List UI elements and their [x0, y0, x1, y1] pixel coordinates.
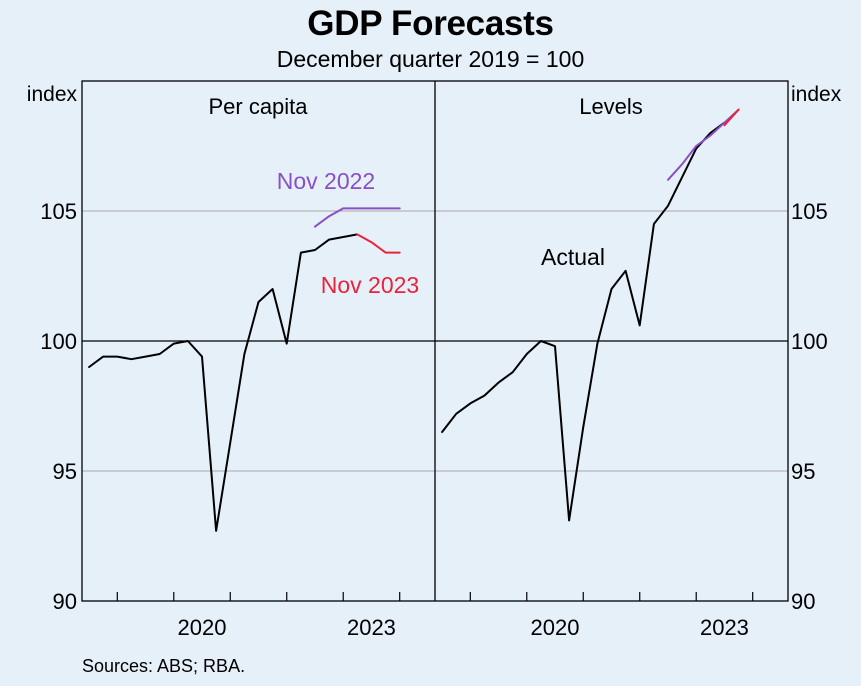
y-tick-label-right-105: 105 — [791, 199, 828, 224]
plot-frame — [81, 80, 789, 602]
y-tick-label-right-95: 95 — [791, 459, 815, 484]
panel-title-per-capita: Per capita — [208, 94, 308, 119]
y-axis-label-right: index — [791, 83, 842, 106]
annotation-nov-2022: Nov 2022 — [277, 168, 375, 194]
x-tick-label-levels-2023: 2023 — [700, 615, 749, 640]
y-tick-label-left-90: 90 — [53, 589, 77, 614]
y-tick-label-right-100: 100 — [791, 329, 828, 354]
series-line-levels-nov-2023 — [723, 108, 740, 127]
y-tick-label-left-105: 105 — [40, 199, 77, 224]
y-axis-label-left: index — [27, 83, 78, 106]
series-lines — [88, 108, 740, 532]
panel-title-levels: Levels — [579, 94, 643, 119]
y-tick-label-left-100: 100 — [40, 329, 77, 354]
axis-ticks: 90 90 95 95 100 100 105 105 2020 2023 2020 2023 — [40, 199, 827, 640]
series-line-levels-nov-2022 — [667, 108, 740, 181]
series-line-per-capita-nov-2023 — [356, 233, 401, 254]
y-tick-label-left-95: 95 — [53, 459, 77, 484]
x-tick-label-per-capita-2020: 2020 — [178, 615, 227, 640]
series-line-per-capita-nov-2022 — [314, 207, 401, 228]
x-tick-label-per-capita-2023: 2023 — [347, 615, 396, 640]
sources-note: Sources: ABS; RBA. — [82, 656, 246, 676]
series-line-per-capita-actual — [88, 233, 359, 532]
x-tick-label-levels-2020: 2020 — [531, 615, 580, 640]
chart-subtitle: December quarter 2019 = 100 — [276, 46, 585, 72]
chart-title: GDP Forecasts — [307, 4, 554, 43]
y-tick-label-right-90: 90 — [791, 589, 815, 614]
annotation-actual: Actual — [541, 244, 605, 270]
annotation-nov-2023: Nov 2023 — [321, 272, 419, 298]
series-line-levels-actual — [441, 121, 726, 522]
